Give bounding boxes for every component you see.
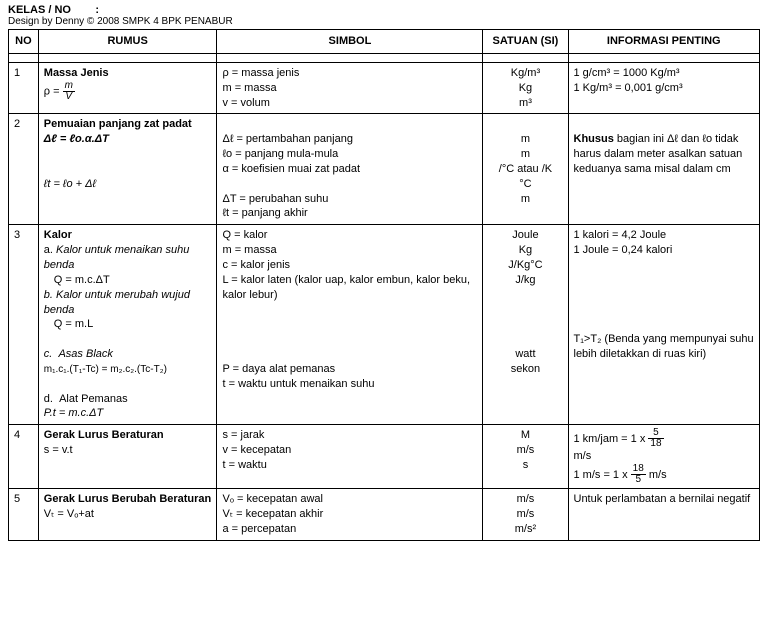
cell-simbol: Δℓ = pertambahan panjang ℓo = panjang mu…: [217, 114, 483, 225]
cell-no: 1: [9, 62, 39, 114]
topic-title: Kalor: [44, 229, 72, 241]
topic-title: Gerak Lurus Berubah Beraturan: [44, 493, 212, 505]
cell-satuan: Kg/m³ Kg m³: [483, 62, 568, 114]
topic-title: Pemuaian panjang zat padat: [44, 118, 192, 130]
cell-info: 1 kalori = 4,2 Joule 1 Joule = 0,24 kalo…: [568, 225, 760, 425]
cell-no: 5: [9, 489, 39, 541]
cell-satuan: m/s m/s m/s²: [483, 489, 568, 541]
table-row: 2 Pemuaian panjang zat padat Δℓ = ℓo.α.Δ…: [9, 114, 760, 225]
cell-simbol: s = jarak v = kecepatan t = waktu: [217, 425, 483, 489]
cell-rumus: Massa Jenis ρ = m V: [38, 62, 217, 114]
table-row: 3 Kalor a. Kalor untuk menaikan suhu ben…: [9, 225, 760, 425]
table-row: 4 Gerak Lurus Beraturan s = v.t s = jara…: [9, 425, 760, 489]
cell-satuan: m m /°C atau /K °C m: [483, 114, 568, 225]
kelas-header: KELAS / NO :: [8, 4, 760, 16]
cell-rumus: Kalor a. Kalor untuk menaikan suhu benda…: [38, 225, 217, 425]
cell-rumus: Gerak Lurus Berubah Beraturan Vₜ = Vₒ+at: [38, 489, 217, 541]
spacer-row: [9, 53, 760, 62]
cell-info: Untuk perlambatan a bernilai negatif: [568, 489, 760, 541]
fraction: m V: [63, 81, 75, 102]
cell-rumus: Gerak Lurus Beraturan s = v.t: [38, 425, 217, 489]
cell-info: Khusus bagian ini Δℓ dan ℓo tidak harus …: [568, 114, 760, 225]
col-no: NO: [9, 30, 39, 54]
table-row: 5 Gerak Lurus Berubah Beraturan Vₜ = Vₒ+…: [9, 489, 760, 541]
col-satuan: SATUAN (SI): [483, 30, 568, 54]
col-info: INFORMASI PENTING: [568, 30, 760, 54]
cell-no: 2: [9, 114, 39, 225]
cell-satuan: Joule Kg J/Kg°C J/kg watt sekon: [483, 225, 568, 425]
cell-rumus: Pemuaian panjang zat padat Δℓ = ℓo.α.ΔT …: [38, 114, 217, 225]
topic-title: Gerak Lurus Beraturan: [44, 429, 164, 441]
cell-simbol: Q = kalor m = massa c = kalor jenis L = …: [217, 225, 483, 425]
cell-no: 3: [9, 225, 39, 425]
topic-title: Massa Jenis: [44, 67, 109, 79]
col-rumus: RUMUS: [38, 30, 217, 54]
kelas-label: KELAS / NO: [8, 4, 71, 16]
cell-simbol: ρ = massa jenis m = massa v = volum: [217, 62, 483, 114]
formula-table: NO RUMUS SIMBOL SATUAN (SI) INFORMASI PE…: [8, 29, 760, 541]
cell-no: 4: [9, 425, 39, 489]
col-simbol: SIMBOL: [217, 30, 483, 54]
table-row: 1 Massa Jenis ρ = m V ρ = massa jenis m …: [9, 62, 760, 114]
cell-info: 1 km/jam = 1 x 5 18 m/s 1 m/s = 1 x 18 5…: [568, 425, 760, 489]
cell-info: 1 g/cm³ = 1000 Kg/m³ 1 Kg/m³ = 0,001 g/c…: [568, 62, 760, 114]
cell-simbol: Vₒ = kecepatan awal Vₜ = kecepatan akhir…: [217, 489, 483, 541]
cell-satuan: M m/s s: [483, 425, 568, 489]
table-header-row: NO RUMUS SIMBOL SATUAN (SI) INFORMASI PE…: [9, 30, 760, 54]
design-credit: Design by Denny © 2008 SMPK 4 BPK PENABU…: [8, 16, 760, 27]
